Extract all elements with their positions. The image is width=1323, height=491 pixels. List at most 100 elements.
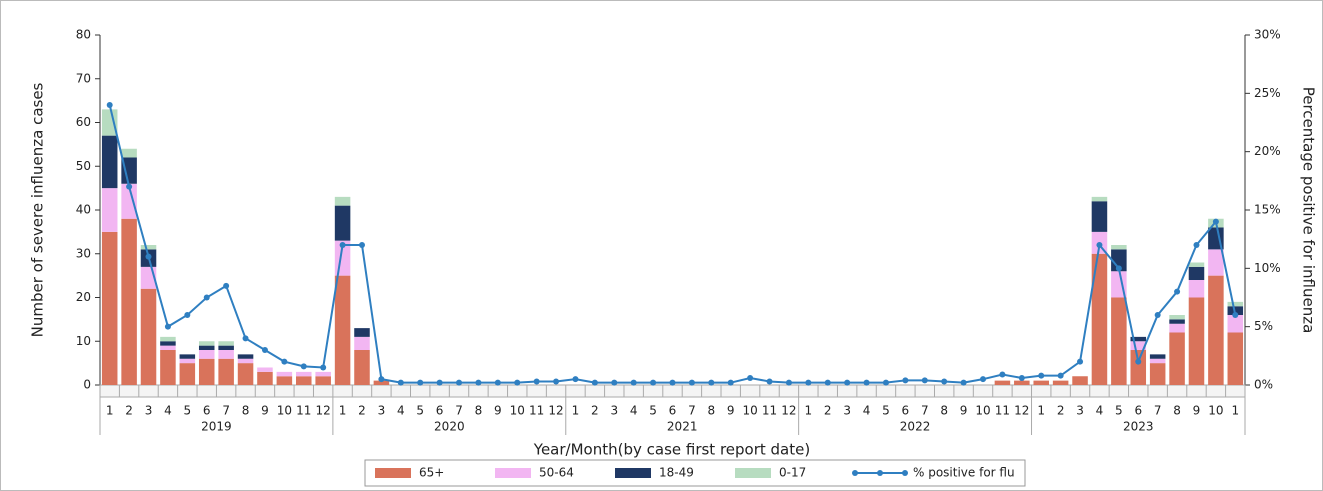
bar-segment bbox=[160, 345, 176, 350]
legend-swatch bbox=[735, 468, 771, 478]
bar-segment bbox=[160, 341, 176, 346]
bar-segment bbox=[354, 328, 370, 337]
line-point bbox=[688, 379, 695, 386]
bar-segment bbox=[218, 341, 234, 346]
x-tick-label: 1 bbox=[106, 404, 114, 418]
year-label: 2022 bbox=[900, 420, 931, 434]
bar-segment bbox=[121, 183, 137, 219]
x-tick-label: 2 bbox=[591, 404, 599, 418]
bar-segment bbox=[1188, 280, 1205, 298]
line-point bbox=[882, 379, 889, 386]
legend-box bbox=[364, 459, 1026, 487]
y2-tick-label: 5% bbox=[1254, 319, 1273, 333]
line-point bbox=[960, 379, 967, 386]
line-point bbox=[397, 379, 404, 386]
y-tick-label: 20 bbox=[76, 290, 91, 304]
bar-segment bbox=[1149, 358, 1166, 364]
line-point bbox=[456, 379, 463, 386]
x-tick-label: 9 bbox=[1193, 404, 1201, 418]
x-tick-label: 11 bbox=[995, 404, 1010, 418]
bar-segment bbox=[121, 218, 137, 385]
bar-segment bbox=[315, 371, 331, 377]
bar-segment bbox=[1227, 332, 1244, 385]
x-tick-label: 1 bbox=[572, 404, 580, 418]
bar-segment bbox=[218, 350, 234, 359]
x-tick-label: 6 bbox=[902, 404, 910, 418]
legend-label: 0-17 bbox=[779, 466, 806, 480]
line-point bbox=[1038, 372, 1045, 379]
x-tick-label: 8 bbox=[940, 404, 948, 418]
bar-segment bbox=[101, 188, 118, 232]
x-tick-label: 8 bbox=[475, 404, 483, 418]
legend-label: % positive for flu bbox=[913, 466, 1015, 480]
line-point bbox=[533, 378, 540, 385]
y-tick-label: 50 bbox=[76, 159, 91, 173]
bar-segment bbox=[218, 358, 234, 385]
x-tick-label: 8 bbox=[707, 404, 715, 418]
x-tick-label: 4 bbox=[1096, 404, 1104, 418]
line-point bbox=[1115, 265, 1122, 272]
bar-segment bbox=[198, 345, 215, 350]
x-tick-label: 1 bbox=[1037, 404, 1045, 418]
bar-segment bbox=[179, 363, 196, 385]
bar-segment bbox=[1169, 319, 1185, 324]
x-tick-label: 10 bbox=[742, 404, 757, 418]
bar-segment bbox=[1227, 315, 1244, 333]
line-point bbox=[941, 378, 948, 385]
x-tick-label: 3 bbox=[843, 404, 851, 418]
y2-axis-title: Percentage positive for influenza bbox=[1300, 87, 1318, 334]
line-point bbox=[1174, 288, 1181, 295]
line-point bbox=[727, 379, 734, 386]
x-tick-label: 9 bbox=[494, 404, 502, 418]
x-tick-band bbox=[99, 384, 1246, 398]
x-tick-label: 2 bbox=[1057, 404, 1065, 418]
legend-point bbox=[902, 470, 908, 476]
line-point bbox=[747, 375, 754, 381]
line-point bbox=[164, 323, 171, 330]
bar-segment bbox=[1149, 354, 1166, 359]
year-label: 2023 bbox=[1123, 420, 1154, 434]
x-tick-label: 2 bbox=[125, 404, 133, 418]
line-point bbox=[1154, 312, 1161, 318]
y2-tick-label: 15% bbox=[1254, 203, 1281, 217]
line-point bbox=[1212, 218, 1219, 225]
line-point bbox=[902, 377, 909, 384]
bar-segment bbox=[121, 148, 137, 158]
bar-segment bbox=[354, 350, 370, 385]
bar-segment bbox=[101, 231, 118, 385]
x-tick-label: 1 bbox=[339, 404, 347, 418]
bar-segment bbox=[994, 380, 1011, 385]
x-tick-label: 9 bbox=[960, 404, 968, 418]
year-label: 2019 bbox=[201, 420, 232, 434]
bar-segment bbox=[296, 371, 312, 377]
bar-segment bbox=[140, 245, 157, 250]
line-point bbox=[1232, 312, 1239, 318]
line-point bbox=[708, 379, 715, 386]
bar-segment bbox=[296, 376, 312, 385]
bar-segment bbox=[1111, 297, 1127, 385]
x-tick-label: 12 bbox=[1014, 404, 1029, 418]
x-tick-label: 5 bbox=[416, 404, 424, 418]
x-tick-label: 7 bbox=[1154, 404, 1162, 418]
x-tick-label: 8 bbox=[1173, 404, 1181, 418]
y2-tick-label: 20% bbox=[1254, 144, 1281, 158]
bar-segment bbox=[1188, 297, 1205, 385]
y-tick-label: 10 bbox=[76, 334, 91, 348]
x-tick-label: 5 bbox=[1115, 404, 1123, 418]
bar-segment bbox=[1149, 363, 1166, 385]
y-axis-title: Number of severe influenza cases bbox=[29, 82, 47, 337]
line-point bbox=[611, 379, 618, 386]
x-tick-label: 10 bbox=[277, 404, 292, 418]
bar-segment bbox=[315, 376, 331, 385]
bar-segment bbox=[218, 345, 234, 350]
bar-segment bbox=[1111, 249, 1127, 272]
line-point bbox=[1057, 372, 1064, 379]
y-tick-label: 60 bbox=[76, 115, 91, 129]
bar-segment bbox=[198, 358, 215, 385]
line-point bbox=[785, 379, 792, 386]
y2-tick-label: 30% bbox=[1254, 28, 1281, 42]
x-tick-label: 6 bbox=[203, 404, 211, 418]
line-point bbox=[980, 376, 987, 383]
bar-segment bbox=[198, 350, 215, 359]
bar-segment bbox=[121, 157, 137, 184]
